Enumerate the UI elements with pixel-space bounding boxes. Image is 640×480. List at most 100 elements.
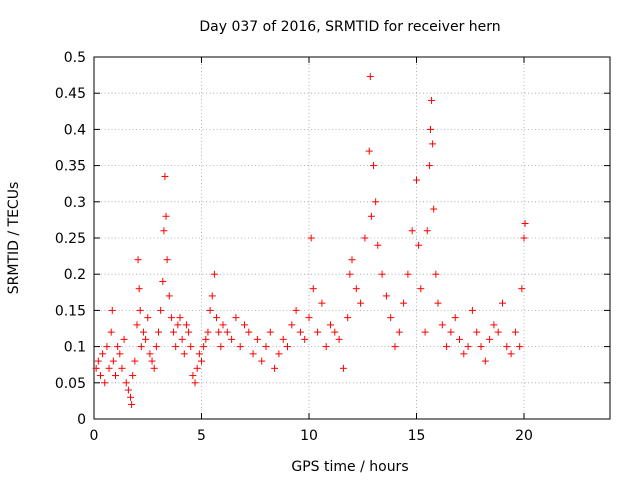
data-point <box>185 328 193 336</box>
data-point <box>490 321 498 329</box>
data-point <box>499 299 506 307</box>
data-point <box>275 350 283 358</box>
data-point <box>481 357 489 365</box>
y-tick-label: 0.5 <box>64 50 86 66</box>
data-point <box>116 350 124 358</box>
x-tick-label: 20 <box>515 428 533 444</box>
data-point <box>172 343 180 351</box>
data-point <box>327 321 334 329</box>
data-point <box>195 350 203 358</box>
data-point <box>348 256 356 264</box>
data-point <box>511 328 519 336</box>
data-point <box>122 379 130 387</box>
data-point <box>160 227 168 235</box>
y-tick-label: 0.25 <box>55 231 86 247</box>
data-point <box>136 306 144 314</box>
data-point <box>162 212 170 220</box>
data-point <box>382 292 390 300</box>
data-point <box>109 357 117 365</box>
data-point <box>417 285 425 293</box>
data-point <box>307 234 315 242</box>
data-point <box>429 140 437 148</box>
data-point <box>128 401 136 409</box>
x-tick-label: 10 <box>300 428 318 444</box>
data-point <box>167 314 175 322</box>
data-point <box>148 357 156 365</box>
data-point <box>137 343 145 351</box>
data-point <box>415 241 423 249</box>
data-point <box>374 241 382 249</box>
data-point <box>236 343 244 351</box>
y-tick-label: 0.45 <box>55 86 86 102</box>
data-point <box>139 328 147 336</box>
data-point <box>101 379 109 387</box>
data-point <box>428 96 436 104</box>
data-point <box>262 343 270 351</box>
data-point <box>193 364 201 372</box>
data-point <box>473 328 481 336</box>
data-point <box>144 314 152 322</box>
data-point <box>170 328 178 336</box>
y-tick-label: 0.15 <box>55 303 86 319</box>
data-point <box>228 335 236 343</box>
data-point <box>486 335 494 343</box>
data-point <box>180 350 188 358</box>
data-point <box>331 328 339 336</box>
data-point <box>150 364 158 372</box>
data-point <box>468 306 476 314</box>
data-point <box>494 328 502 336</box>
data-point <box>339 364 347 372</box>
data-point <box>105 364 113 372</box>
data-point <box>135 285 143 293</box>
data-point <box>178 335 186 343</box>
data-point <box>118 364 126 372</box>
data-point <box>146 350 154 358</box>
data-point <box>438 321 446 329</box>
data-point <box>266 328 274 336</box>
data-point <box>357 299 365 307</box>
data-point <box>447 328 455 336</box>
data-point <box>213 314 221 322</box>
data-point <box>404 270 412 278</box>
data-point <box>346 270 354 278</box>
data-point <box>174 321 182 329</box>
data-point <box>127 393 135 401</box>
data-point <box>451 314 459 322</box>
data-point <box>108 306 116 314</box>
x-tick-label: 15 <box>408 428 426 444</box>
data-point <box>443 343 451 351</box>
data-point <box>430 205 438 213</box>
data-point <box>421 328 429 336</box>
data-point <box>309 285 317 293</box>
data-point <box>187 343 195 351</box>
data-point <box>94 357 102 365</box>
data-point <box>200 343 208 351</box>
data-point <box>120 335 128 343</box>
y-tick-label: 0.35 <box>55 159 86 175</box>
data-point <box>372 198 380 206</box>
data-point <box>296 328 304 336</box>
data-point <box>456 335 463 343</box>
data-point <box>253 335 261 343</box>
x-tick-label: 5 <box>197 428 206 444</box>
y-tick-label: 0.3 <box>64 195 86 211</box>
data-point <box>477 343 485 351</box>
data-point <box>434 299 442 307</box>
data-point <box>284 343 291 351</box>
data-point <box>163 256 171 264</box>
data-point <box>159 277 167 285</box>
data-point <box>400 299 408 307</box>
data-point <box>161 172 169 180</box>
data-point <box>318 299 326 307</box>
data-point <box>133 321 141 329</box>
data-point <box>142 335 150 343</box>
data-point <box>124 386 132 394</box>
ticks-layer: 0 0.05 0.1 0.15 0.2 0.25 0.3 0.35 0.4 0.45 0.5 0 5 10… <box>55 50 610 444</box>
data-point <box>245 328 253 336</box>
data-point <box>258 357 266 365</box>
data-point <box>288 321 296 329</box>
data-point <box>464 343 472 351</box>
data-point <box>157 306 165 314</box>
data-point <box>516 343 524 351</box>
data-point <box>223 328 231 336</box>
